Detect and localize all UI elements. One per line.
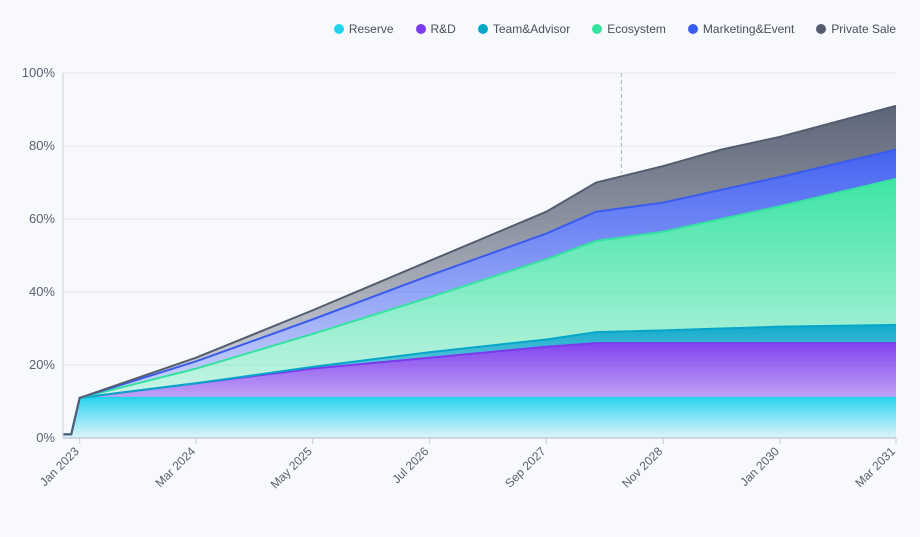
legend-dot-icon (592, 24, 603, 34)
legend-dot-icon (333, 24, 344, 34)
legend-dot-icon (477, 24, 488, 34)
area-team-advisor (63, 324, 896, 435)
area-reserve (63, 397, 896, 438)
legend-dot-icon (415, 24, 426, 34)
y-tick-label: 40% (29, 284, 55, 299)
x-tick-label: Nov 2028 (619, 444, 665, 490)
legend-label: Private Sale (831, 22, 896, 36)
x-tick-label: Mar 2024 (152, 444, 198, 490)
area-ecosystem (63, 178, 896, 435)
legend-item-marketing-event[interactable]: Marketing&Event (687, 22, 795, 36)
legend-item-reserve[interactable]: Reserve (333, 22, 394, 36)
y-tick-label: 60% (29, 211, 55, 226)
y-tick-label: 0% (36, 430, 55, 445)
legend-label: Team&Advisor (492, 22, 571, 36)
x-tick-label: Mar 2031 (852, 444, 898, 490)
x-tick-label: Jan 2023 (37, 444, 82, 489)
legend-item-rnd[interactable]: R&D (415, 22, 456, 36)
y-tick-label: 80% (29, 138, 55, 153)
legend-label: R&D (430, 22, 456, 36)
x-tick-label: Sep 2027 (502, 444, 548, 490)
legend-dot-icon (816, 24, 827, 34)
legend: Reserve R&D Team&Advisor Ecosystem Marke… (333, 22, 896, 36)
legend-label: Ecosystem (607, 22, 666, 36)
legend-item-private-sale[interactable]: Private Sale (816, 22, 896, 36)
legend-label: Marketing&Event (702, 22, 795, 36)
legend-label: Reserve (348, 22, 394, 36)
x-tick-label: May 2025 (268, 444, 315, 491)
x-tick-label: Jan 2030 (737, 444, 782, 489)
line-layer (63, 73, 897, 436)
x-tick-label: Jul 2026 (390, 444, 432, 486)
legend-dot-icon (687, 24, 698, 34)
y-tick-label: 20% (29, 357, 55, 372)
area-layer (63, 105, 896, 438)
area-private-sale (63, 105, 896, 435)
area-r-d (63, 343, 896, 435)
area-marketing-event (63, 149, 896, 435)
legend-item-team-advisor[interactable]: Team&Advisor (477, 22, 571, 36)
y-tick-label: 100% (22, 65, 56, 80)
legend-item-ecosystem[interactable]: Ecosystem (592, 22, 666, 36)
line-private-sale (63, 104, 897, 436)
